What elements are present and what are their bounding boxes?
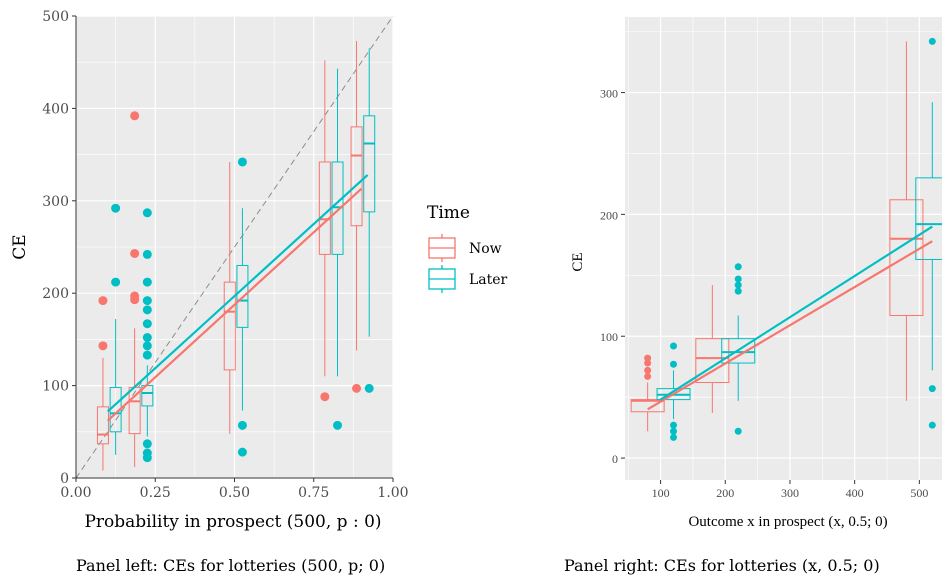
later-outlier-point: [142, 439, 152, 449]
later-outlier-point: [333, 420, 343, 430]
right-y-axis-title: CE: [570, 252, 586, 271]
later-box: [721, 338, 756, 364]
later-outlier-point: [142, 333, 152, 343]
later-box: [236, 264, 249, 328]
x-tick-label: 0.25: [140, 485, 171, 501]
later-fit-line: [106, 174, 369, 413]
later-outlier-point: [364, 383, 374, 393]
now-outlier-point: [98, 296, 108, 306]
left-data-marks: [96, 40, 376, 471]
now-outlier-point: [98, 341, 108, 351]
left-chart-panel: 0.00 0.25 0.50 0.75 1.00 0 100 200 300 400 500 Pro…: [10, 9, 409, 532]
later-outlier-point: [142, 208, 152, 218]
later-outlier-point: [670, 342, 678, 350]
y-tick-label: 100: [600, 330, 618, 344]
later-box: [363, 115, 376, 213]
x-tick-label: 0.75: [298, 485, 329, 501]
now-box: [96, 406, 109, 445]
later-outlier-point: [734, 427, 742, 435]
now-outlier-point: [644, 366, 652, 374]
caption-right: Panel right: CEs for lotteries (x, 0.5; …: [564, 556, 880, 575]
y-tick-label: 400: [42, 101, 69, 117]
now-outlier-point: [320, 392, 330, 402]
later-outlier-point: [928, 385, 936, 393]
now-outlier-point: [644, 372, 652, 380]
y-tick-label: 0: [60, 471, 69, 487]
left-y-axis-title: CE: [10, 234, 30, 259]
now-outlier-point: [352, 383, 362, 393]
caption-left: Panel left: CEs for lotteries (500, p; 0…: [76, 556, 385, 575]
later-outlier-point: [670, 360, 678, 368]
now-outlier-point: [130, 111, 140, 121]
later-outlier-point: [237, 447, 247, 457]
y-tick-label: 200: [600, 208, 618, 222]
legend-key-now: [428, 234, 456, 262]
legend-label-later: Later: [469, 272, 508, 288]
now-outlier-point: [130, 248, 140, 258]
y-tick-label: 500: [42, 9, 69, 25]
later-outlier-point: [928, 37, 936, 45]
right-axes: 100 200 300 400 500 0 100 200 300: [600, 87, 928, 500]
legend-key-later: [428, 265, 456, 293]
later-outlier-point: [111, 277, 121, 287]
later-outlier-point: [670, 433, 678, 441]
later-outlier-point: [670, 421, 678, 429]
y-tick-label: 0: [612, 452, 618, 466]
now-fit-line: [647, 240, 933, 411]
right-plot-background: [625, 17, 942, 480]
later-outlier-point: [142, 350, 152, 360]
later-outlier-point: [142, 305, 152, 315]
x-tick-label: 100: [652, 486, 670, 500]
later-outlier-point: [237, 420, 247, 430]
legend-label-now: Now: [469, 241, 502, 257]
right-x-axis-title: Outcome x in prospect (x, 0.5; 0): [688, 514, 887, 530]
y-tick-label: 300: [600, 87, 618, 101]
later-outlier-point: [142, 277, 152, 287]
x-tick-label: 1.00: [377, 485, 408, 501]
legend: Time Now Later: [427, 203, 508, 293]
later-outlier-point: [142, 296, 152, 306]
right-chart-panel: 100 200 300 400 500 0 100 200 300 Outcome x in p…: [570, 17, 942, 530]
now-box: [223, 281, 236, 371]
x-tick-label: 400: [846, 486, 864, 500]
left-axes: 0.00 0.25 0.50 0.75 1.00 0 100 200 300 400 500: [42, 9, 408, 501]
now-fit-line: [106, 187, 363, 422]
later-box: [915, 177, 942, 260]
right-gridlines: [625, 17, 942, 480]
later-outlier-point: [142, 341, 152, 351]
x-tick-label: 0.00: [60, 485, 91, 501]
legend-title: Time: [427, 203, 470, 223]
left-x-axis-title: Probability in prospect (500, p : 0): [84, 512, 381, 532]
y-tick-label: 300: [42, 194, 69, 210]
later-outlier-point: [142, 319, 152, 329]
now-box: [350, 126, 363, 227]
later-outlier-point: [734, 281, 742, 289]
later-fit-line: [659, 225, 933, 401]
later-outlier-point: [734, 275, 742, 283]
x-tick-label: 500: [910, 486, 928, 500]
x-tick-label: 200: [716, 486, 734, 500]
later-outlier-point: [734, 263, 742, 271]
later-outlier-point: [237, 157, 247, 167]
later-outlier-point: [928, 421, 936, 429]
later-outlier-point: [142, 448, 152, 458]
right-data-marks: [630, 37, 942, 441]
x-tick-label: 300: [781, 486, 799, 500]
now-outlier-point: [130, 291, 140, 301]
y-tick-label: 200: [42, 286, 69, 302]
now-box: [889, 199, 924, 317]
now-outlier-point: [644, 359, 652, 367]
later-outlier-point: [670, 427, 678, 435]
later-outlier-point: [734, 287, 742, 295]
now-outlier-point: [644, 354, 652, 362]
later-outlier-point: [111, 203, 121, 213]
later-outlier-point: [142, 249, 152, 259]
y-tick-label: 100: [42, 379, 69, 395]
now-box: [630, 399, 665, 413]
x-tick-label: 0.50: [219, 485, 250, 501]
